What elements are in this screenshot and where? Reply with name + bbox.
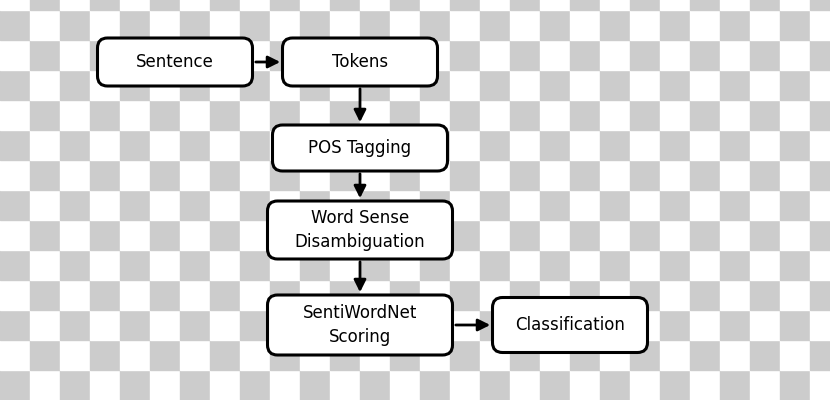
Text: Sentence: Sentence xyxy=(136,53,214,71)
Text: SentiWordNet
Scoring: SentiWordNet Scoring xyxy=(303,304,417,346)
FancyBboxPatch shape xyxy=(272,125,447,171)
Text: POS Tagging: POS Tagging xyxy=(309,139,412,157)
Text: Word Sense
Disambiguation: Word Sense Disambiguation xyxy=(295,209,425,251)
FancyBboxPatch shape xyxy=(267,201,452,259)
FancyBboxPatch shape xyxy=(492,298,647,352)
Text: Tokens: Tokens xyxy=(332,53,388,71)
Text: Classification: Classification xyxy=(515,316,625,334)
FancyBboxPatch shape xyxy=(282,38,437,86)
FancyBboxPatch shape xyxy=(97,38,252,86)
FancyBboxPatch shape xyxy=(267,295,452,355)
